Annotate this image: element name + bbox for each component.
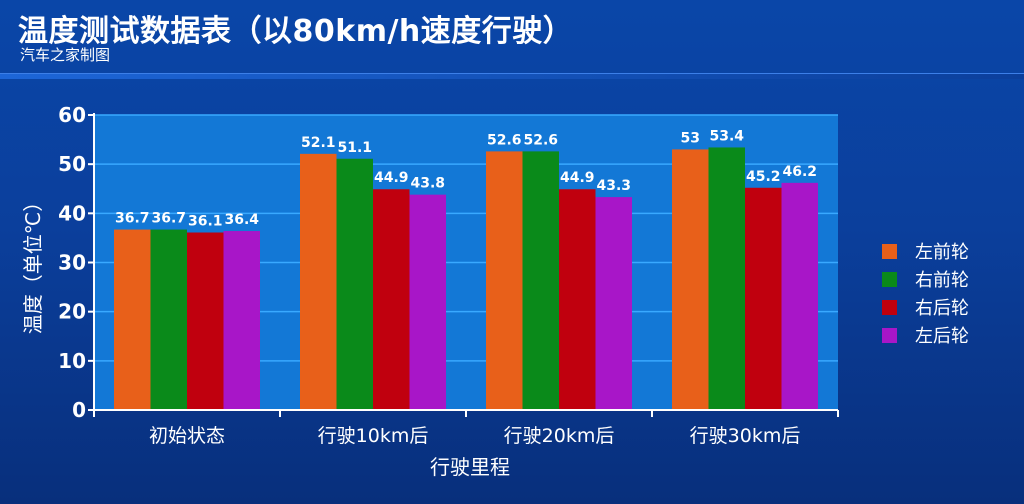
legend-item: 右前轮 [882, 265, 969, 293]
bar [708, 147, 745, 410]
chart-legend: 左前轮右前轮右后轮左后轮 [882, 237, 969, 349]
legend-swatch [882, 243, 897, 259]
data-label: 44.9 [560, 170, 595, 186]
data-label: 43.3 [596, 178, 631, 194]
y-tick-label: 50 [58, 152, 86, 176]
legend-item: 右后轮 [882, 293, 969, 321]
bar [187, 232, 224, 410]
data-label: 44.9 [374, 170, 409, 186]
bar [300, 153, 337, 410]
bar [595, 197, 632, 410]
y-tick-label: 60 [58, 103, 86, 127]
data-label: 36.4 [224, 212, 259, 228]
bar [486, 151, 523, 410]
page-title: 温度测试数据表（以80km/h速度行驶） [18, 14, 574, 49]
legend-label: 右后轮 [915, 298, 969, 319]
data-label: 51.1 [337, 140, 372, 156]
bar [223, 231, 260, 410]
data-label: 52.1 [301, 135, 336, 151]
y-tick-label: 0 [72, 398, 86, 422]
header-divider [0, 73, 1024, 79]
y-tick-label: 30 [58, 251, 86, 275]
bar [409, 194, 446, 410]
page-subtitle: 汽车之家制图 [20, 46, 111, 64]
data-label: 45.2 [746, 169, 781, 185]
legend-item: 左前轮 [882, 237, 969, 265]
data-label: 36.7 [115, 211, 150, 227]
bar [336, 158, 373, 410]
legend-label: 左前轮 [915, 242, 969, 263]
bar [522, 151, 559, 410]
legend-label: 左后轮 [915, 326, 969, 347]
x-tick-label: 初始状态 [149, 425, 225, 447]
data-label: 46.2 [782, 164, 817, 180]
x-tick-label: 行驶30km后 [690, 425, 801, 447]
y-tick-label: 20 [58, 300, 86, 324]
legend-swatch [882, 299, 897, 315]
data-label: 36.7 [151, 211, 186, 227]
legend-swatch [882, 271, 897, 287]
x-axis-title: 行驶里程 [430, 455, 510, 479]
bar [373, 189, 410, 410]
bar [781, 182, 818, 410]
data-label: 36.1 [188, 214, 223, 230]
legend-swatch [882, 327, 897, 343]
bar [150, 229, 187, 410]
bar [114, 229, 151, 410]
data-label: 53 [681, 130, 700, 146]
y-axis-title: 温度（单位℃） [21, 192, 45, 334]
data-label: 52.6 [487, 132, 522, 148]
data-label: 43.8 [410, 176, 445, 192]
y-tick-label: 40 [58, 201, 86, 225]
bar [745, 187, 782, 410]
legend-item: 左后轮 [882, 321, 969, 349]
y-tick-label: 10 [58, 349, 86, 373]
bar [672, 149, 709, 410]
data-label: 53.4 [709, 128, 744, 144]
bar [559, 189, 596, 410]
x-tick-label: 行驶10km后 [318, 425, 429, 447]
data-label: 52.6 [523, 132, 558, 148]
x-tick-label: 行驶20km后 [504, 425, 615, 447]
legend-label: 右前轮 [915, 270, 969, 291]
